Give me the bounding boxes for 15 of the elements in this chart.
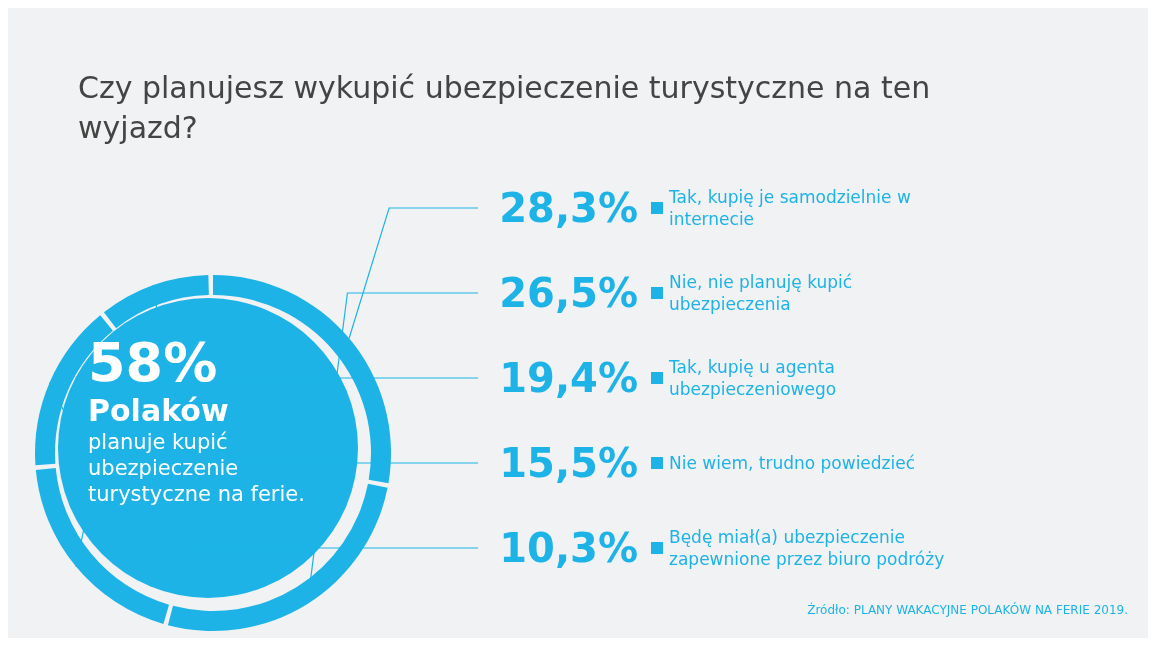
legend-label: Będę miał(a) ubezpieczenie zapewnione przez biuro podróży (669, 527, 945, 569)
data-label: 26,5% (499, 270, 638, 316)
data-label: 15,5% (499, 440, 638, 486)
legend-label: Tak, kupię u agenta ubezpieczeniowego (668, 357, 837, 399)
legend-label: Nie, nie planuję kupić ubezpieczenia (669, 272, 853, 314)
legend-label: Tak, kupię je samodzielnie w internecie (668, 187, 911, 229)
text: planuje kupić ubezpieczenie turystyczne na ferie. (88, 429, 306, 507)
text: Źródło: PLANY WAKACYJNE POLAKÓW NA FERIE 2019. (806, 603, 1128, 617)
data-label: 19,4% (499, 355, 638, 401)
data-label: 28,3% (499, 185, 638, 231)
text: 58% (88, 331, 219, 394)
chart-title: Czy planujesz wykupić ubezpieczenie turystyczne na ten wyjazd? (78, 69, 932, 147)
data-label: 10,3% (499, 525, 638, 571)
text: Polaków (88, 393, 230, 429)
legend-label: Nie wiem, trudno powiedzieć (669, 453, 916, 473)
